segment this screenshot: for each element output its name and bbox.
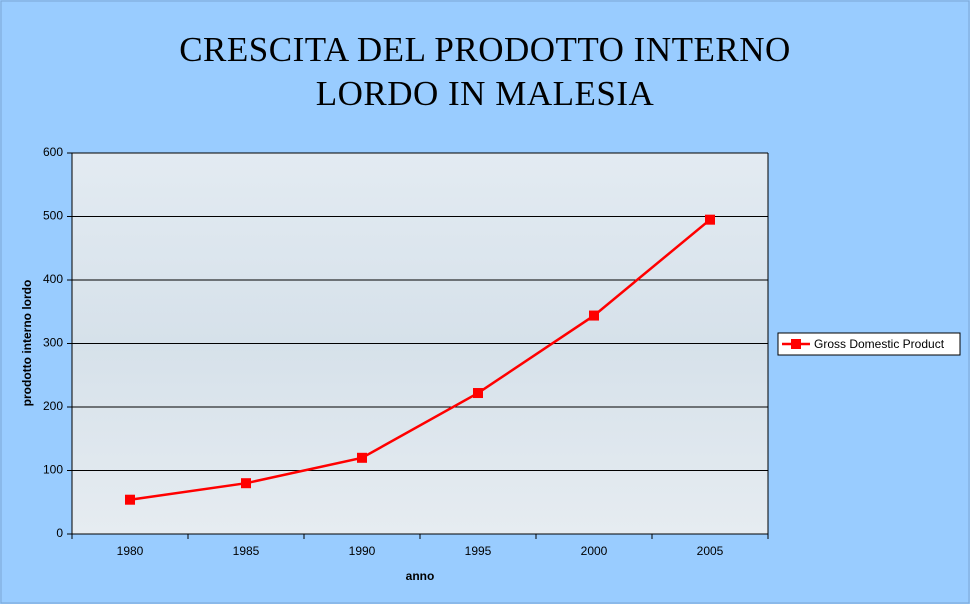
point-marker bbox=[473, 388, 483, 399]
point-marker bbox=[705, 214, 715, 225]
y-axis-title: prodotto interno lordo bbox=[20, 280, 34, 407]
y-tick-label: 0 bbox=[56, 526, 63, 540]
x-tick-label: 1985 bbox=[233, 544, 260, 558]
y-tick-label: 300 bbox=[43, 336, 63, 350]
legend-label: Gross Domestic Product bbox=[814, 337, 945, 351]
x-tick-label: 2005 bbox=[697, 544, 724, 558]
x-axis-title: anno bbox=[406, 569, 435, 583]
legend-marker bbox=[791, 339, 801, 349]
x-tick-label: 1980 bbox=[117, 544, 144, 558]
legend bbox=[777, 332, 961, 356]
y-tick-label: 200 bbox=[43, 399, 63, 413]
y-tick-label: 400 bbox=[43, 272, 63, 286]
point-marker bbox=[357, 452, 367, 463]
y-tick-label: 500 bbox=[43, 209, 63, 223]
y-tick-label: 100 bbox=[43, 463, 63, 477]
x-tick-label: 1995 bbox=[465, 544, 492, 558]
x-tick-label: 2000 bbox=[581, 544, 608, 558]
chart-title: CRESCITA DEL PRODOTTO INTERNO LORDO IN M… bbox=[179, 30, 791, 113]
point-marker bbox=[241, 478, 251, 489]
point-marker bbox=[125, 494, 135, 505]
x-tick-label: 1990 bbox=[349, 544, 376, 558]
point-marker bbox=[589, 310, 599, 321]
y-tick-label: 600 bbox=[43, 145, 63, 159]
series-line bbox=[129, 218, 711, 501]
